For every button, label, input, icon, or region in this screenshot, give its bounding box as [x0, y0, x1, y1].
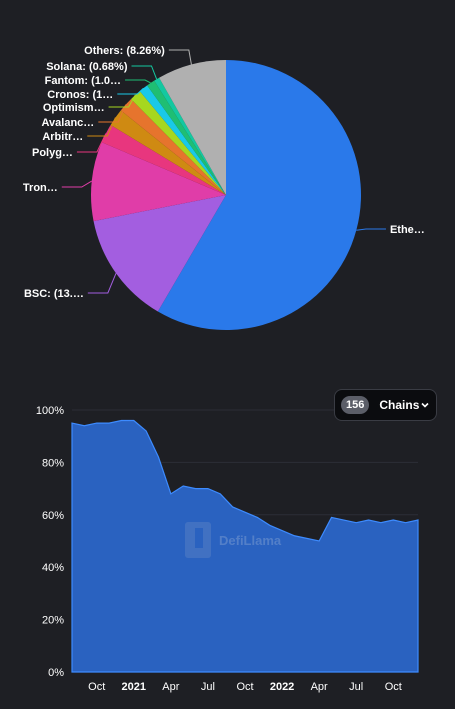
x-tick-label: Oct — [385, 681, 402, 693]
pie-slice — [93, 195, 226, 312]
watermark-text: DefiLlama — [219, 532, 282, 548]
pie-leader-line — [117, 87, 144, 95]
pie-slice — [154, 77, 226, 195]
pie-slice-label: Tron… — [23, 182, 58, 194]
pie-chart: Ethe… BSC: (13.… Tron… Polyg… Arbitr… Avalanc… — [23, 45, 425, 330]
pie-leader-line — [168, 49, 192, 65]
pie-slice-label: Arbitr… — [42, 131, 83, 143]
pie-leader-line — [61, 180, 92, 188]
y-tick-label: 0% — [48, 667, 64, 679]
x-tick-label: Jul — [349, 681, 363, 693]
chains-selector-button[interactable]: 156 Chains — [334, 389, 437, 421]
pie-slice-label: BSC: (13.… — [24, 288, 84, 300]
pie-slice — [147, 80, 226, 195]
area-chart: 100% 80% 60% 40% 20% 0% Oct 2021 Apr Jul Oct 2022 Ap… — [0, 380, 455, 704]
pie-slice — [120, 99, 226, 195]
pie-slice — [159, 60, 226, 195]
x-tick-label: Oct — [88, 681, 105, 693]
x-tick-label: Jul — [201, 681, 215, 693]
x-tick-label: Apr — [162, 681, 179, 693]
pie-slice — [131, 91, 226, 195]
x-tick-label: 2021 — [122, 681, 146, 693]
y-tick-label: 100% — [36, 405, 64, 417]
pie-leader-line — [125, 79, 151, 84]
x-tick-label: Oct — [236, 681, 253, 693]
watermark: DefiLlama — [183, 520, 281, 560]
pie-slice — [157, 60, 361, 330]
pie-leader-line — [356, 228, 386, 231]
y-tick-label: 20% — [42, 615, 64, 627]
chains-label: Chains — [379, 398, 420, 412]
pie-leader-line — [108, 94, 136, 108]
pie-leader-line — [87, 117, 116, 137]
pie-slice — [101, 124, 226, 195]
pie-slice — [139, 85, 226, 195]
pie-slice-label: Fantom: (1.0… — [45, 75, 121, 87]
llama-logo-icon — [185, 522, 211, 558]
pie-slice — [90, 142, 226, 222]
pie-slice — [110, 110, 226, 195]
pie-chart-svg: Ethe… BSC: (13.… Tron… Polyg… Arbitr… Avalanc… — [23, 45, 425, 330]
pie-slice-label: Polyg… — [32, 147, 73, 159]
chains-count-badge: 156 — [341, 396, 370, 414]
pie-slice-label: Solana: (0.68%) — [46, 61, 128, 73]
chevron-down-icon — [421, 402, 429, 408]
pie-slice-label: Ethe… — [390, 224, 425, 236]
y-tick-label: 40% — [42, 562, 64, 574]
pie-slice-label: Others: (8.26%) — [84, 45, 165, 57]
y-tick-label: 60% — [42, 510, 64, 522]
area-series-ethereum — [71, 419, 419, 673]
pie-slice-label: Avalanc… — [42, 117, 95, 129]
pie-leader-line — [98, 104, 127, 123]
y-tick-label: 80% — [42, 457, 64, 469]
pie-leader-line — [76, 133, 107, 153]
pie-leader-line — [131, 65, 158, 80]
pie-slice-label: Cronos: (1… — [47, 89, 113, 101]
pie-leader-line — [87, 273, 117, 294]
x-tick-label: Apr — [311, 681, 328, 693]
area-chart-svg: 100% 80% 60% 40% 20% 0% Oct 2021 Apr Jul Oct 2022 Ap… — [36, 405, 419, 693]
x-tick-label: 2022 — [270, 681, 294, 693]
pie-slice-label: Optimism… — [43, 102, 105, 114]
